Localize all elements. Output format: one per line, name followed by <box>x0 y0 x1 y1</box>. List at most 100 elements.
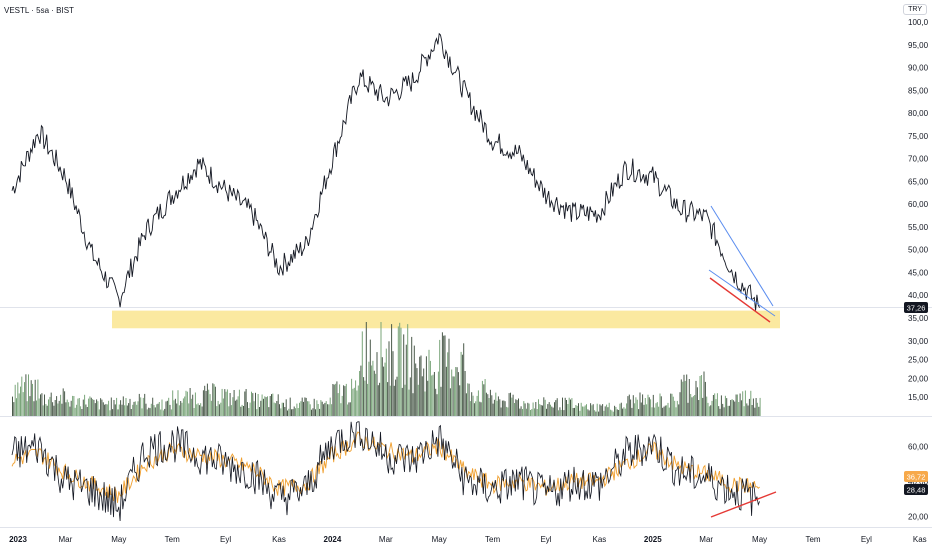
symbol-title: VESTL · 5sa · BIST <box>4 6 74 15</box>
time-axis-tick: Eyl <box>220 535 231 544</box>
volume-bar <box>198 405 200 416</box>
volume-bar <box>726 398 728 416</box>
currency-button[interactable]: TRY <box>903 4 927 15</box>
volume-bar <box>202 390 204 416</box>
volume-bar <box>150 403 152 416</box>
volume-bar <box>225 391 227 416</box>
volume-bar <box>610 409 612 416</box>
volume-bar <box>133 401 135 416</box>
volume-bar <box>248 408 250 416</box>
volume-bar <box>44 394 45 416</box>
volume-bar <box>194 392 196 416</box>
volume-bar <box>627 396 629 416</box>
volume-bar <box>128 403 130 416</box>
volume-bar <box>415 363 417 416</box>
volume-bar <box>53 405 55 416</box>
volume-bar <box>723 407 725 416</box>
volume-bar <box>336 381 338 416</box>
volume-bar <box>335 383 337 416</box>
volume-bar <box>88 398 90 416</box>
volume-bar <box>36 400 37 416</box>
volume-bar <box>96 399 98 416</box>
volume-bar <box>618 410 620 416</box>
volume-bar <box>607 407 609 416</box>
volume-bar <box>583 406 585 416</box>
volume-bar <box>154 407 156 416</box>
volume-bar <box>353 387 355 416</box>
volume-bar <box>152 397 154 416</box>
volume-bar <box>522 409 523 416</box>
volume-bar <box>325 401 327 416</box>
volume-bar <box>347 404 349 416</box>
volume-bar <box>58 400 60 416</box>
volume-bar <box>257 394 259 416</box>
volume-bar <box>648 397 650 416</box>
volume-bar <box>642 394 644 416</box>
volume-bar <box>528 403 530 416</box>
volume-bar <box>421 376 423 416</box>
volume-bar <box>343 385 345 416</box>
volume-bar <box>491 395 493 416</box>
volume-bar <box>141 408 143 416</box>
volume-bar <box>654 407 656 416</box>
volume-bar <box>40 394 41 416</box>
time-axis-tick: Mar <box>59 535 73 544</box>
volume-bar <box>247 402 248 416</box>
volume-bar <box>535 402 537 416</box>
volume-bar <box>527 402 529 416</box>
volume-bar <box>481 380 483 416</box>
volume-bar <box>483 384 485 416</box>
volume-bar <box>25 374 27 416</box>
volume-bar <box>385 348 387 416</box>
volume-bar <box>232 397 234 416</box>
volume-bar <box>206 383 208 416</box>
volume-bar <box>295 408 296 416</box>
time-axis-tick: Tem <box>485 535 500 544</box>
volume-bar <box>550 404 551 416</box>
volume-bar <box>360 365 362 416</box>
volume-bar <box>516 400 518 416</box>
volume-bar <box>317 404 319 416</box>
volume-bar <box>218 404 220 416</box>
volume-bar <box>320 400 322 416</box>
volume-bar <box>596 403 598 416</box>
volume-bar <box>672 396 674 416</box>
volume-bar <box>327 404 329 416</box>
volume-bar <box>311 409 312 416</box>
volume-bar <box>373 370 375 416</box>
volume-bar <box>547 404 549 416</box>
volume-bar <box>249 402 251 416</box>
volume-bar <box>236 399 238 416</box>
volume-bar <box>351 378 353 416</box>
volume-bar <box>375 373 377 416</box>
volume-bar <box>575 405 577 416</box>
price-y-tick: 80,00 <box>908 109 929 118</box>
volume-bar <box>214 386 216 416</box>
time-axis-tick: Tem <box>165 535 180 544</box>
volume-bar <box>224 389 226 416</box>
time-axis-tick: Kas <box>913 535 927 544</box>
volume-bar <box>255 392 256 416</box>
volume-bar <box>666 405 668 416</box>
volume-bar <box>101 399 103 416</box>
time-axis-tick: Kas <box>272 535 286 544</box>
time-axis-tick: Mar <box>379 535 393 544</box>
volume-bar <box>695 380 697 416</box>
volume-bar <box>283 402 284 416</box>
volume-bar <box>523 401 525 416</box>
volume-bar <box>291 409 292 416</box>
volume-bar <box>149 408 151 416</box>
volume-bar <box>263 398 264 416</box>
price-series-line <box>11 32 760 311</box>
volume-bar <box>57 403 59 416</box>
volume-bar <box>423 368 425 416</box>
trendline-lower-blue <box>708 269 776 317</box>
volume-bar <box>212 383 214 416</box>
volume-bar <box>305 397 307 416</box>
volume-bar <box>245 389 247 416</box>
volume-bar <box>520 406 522 416</box>
volume-bar <box>65 402 67 416</box>
volume-bar <box>108 400 110 416</box>
volume-bar <box>13 402 15 416</box>
volume-bar <box>635 397 637 416</box>
